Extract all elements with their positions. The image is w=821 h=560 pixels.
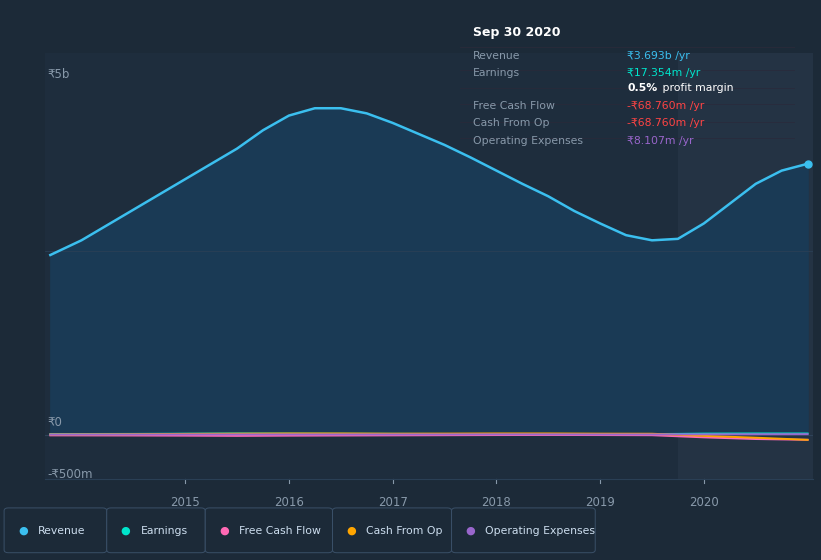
Text: ₹17.354m /yr: ₹17.354m /yr (627, 68, 700, 78)
Text: 2018: 2018 (482, 496, 511, 508)
Text: ●: ● (466, 526, 475, 536)
Text: 2019: 2019 (585, 496, 615, 508)
Text: Earnings: Earnings (473, 68, 521, 78)
Text: Operating Expenses: Operating Expenses (473, 136, 583, 146)
Text: 2020: 2020 (689, 496, 718, 508)
Text: Revenue: Revenue (38, 526, 85, 536)
Text: ₹8.107m /yr: ₹8.107m /yr (627, 136, 694, 146)
Text: Earnings: Earnings (140, 526, 187, 536)
Text: 0.5%: 0.5% (627, 83, 658, 93)
Text: 2015: 2015 (170, 496, 200, 508)
Text: Operating Expenses: Operating Expenses (485, 526, 595, 536)
Text: -₹500m: -₹500m (48, 468, 93, 481)
Text: Sep 30 2020: Sep 30 2020 (473, 26, 561, 39)
Text: Cash From Op: Cash From Op (366, 526, 443, 536)
Text: Free Cash Flow: Free Cash Flow (473, 101, 555, 110)
Text: -₹68.760m /yr: -₹68.760m /yr (627, 101, 704, 110)
Text: Cash From Op: Cash From Op (473, 118, 549, 128)
Text: ●: ● (219, 526, 229, 536)
Text: ●: ● (18, 526, 28, 536)
Text: 2016: 2016 (274, 496, 304, 508)
Bar (678, 53, 813, 479)
Text: ●: ● (121, 526, 131, 536)
Text: ₹3.693b /yr: ₹3.693b /yr (627, 50, 690, 60)
Text: Free Cash Flow: Free Cash Flow (239, 526, 321, 536)
Text: ₹0: ₹0 (48, 416, 62, 429)
Text: profit margin: profit margin (659, 83, 734, 93)
Text: 2017: 2017 (378, 496, 407, 508)
Text: ●: ● (346, 526, 356, 536)
Text: ₹5b: ₹5b (48, 68, 70, 81)
Text: Revenue: Revenue (473, 50, 521, 60)
Text: -₹68.760m /yr: -₹68.760m /yr (627, 118, 704, 128)
